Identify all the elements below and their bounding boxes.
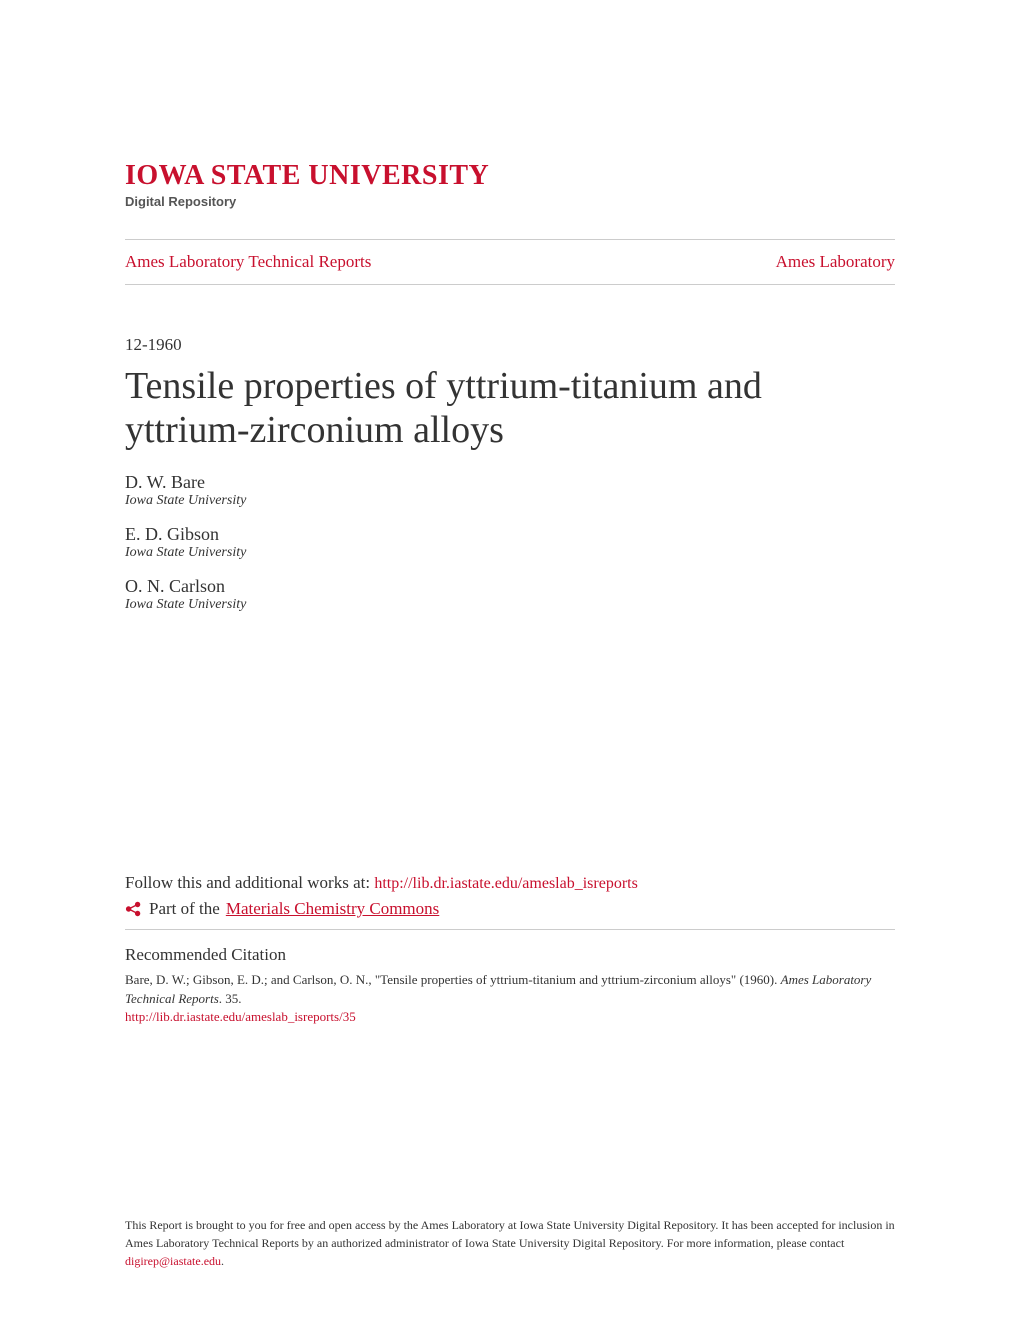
- network-icon: [125, 900, 143, 918]
- follow-section: Follow this and additional works at: htt…: [125, 873, 895, 930]
- part-prefix: Part of the: [149, 899, 220, 919]
- author-affiliation: Iowa State University: [125, 493, 895, 509]
- author-name: D. W. Bare: [125, 472, 895, 493]
- citation-number: . 35.: [219, 991, 242, 1006]
- author-block: D. W. Bare Iowa State University: [125, 472, 895, 509]
- contact-email-link[interactable]: digirep@iastate.edu: [125, 1254, 221, 1268]
- repository-subtitle: Digital Repository: [125, 194, 895, 209]
- citation-text: Bare, D. W.; Gibson, E. D.; and Carlson,…: [125, 971, 895, 1007]
- paper-title: Tensile properties of yttrium-titanium a…: [125, 365, 895, 452]
- author-block: O. N. Carlson Iowa State University: [125, 576, 895, 613]
- citation-body: Bare, D. W.; Gibson, E. D.; and Carlson,…: [125, 972, 781, 987]
- university-name: IOWA STATE UNIVERSITY: [125, 160, 895, 192]
- author-name: E. D. Gibson: [125, 524, 895, 545]
- citation-url-link[interactable]: http://lib.dr.iastate.edu/ameslab_isrepo…: [125, 1009, 356, 1024]
- author-name: O. N. Carlson: [125, 576, 895, 597]
- follow-prefix: Follow this and additional works at:: [125, 873, 374, 892]
- parent-collection-link[interactable]: Ames Laboratory: [776, 252, 895, 272]
- collection-link[interactable]: Ames Laboratory Technical Reports: [125, 252, 371, 272]
- publication-date: 12-1960: [125, 335, 895, 355]
- citation-heading: Recommended Citation: [125, 945, 895, 965]
- repository-url-link[interactable]: http://lib.dr.iastate.edu/ameslab_isrepo…: [374, 875, 638, 892]
- breadcrumb-nav: Ames Laboratory Technical Reports Ames L…: [125, 239, 895, 285]
- commons-line: Part of the Materials Chemistry Commons: [125, 899, 895, 919]
- citation-section: Recommended Citation Bare, D. W.; Gibson…: [125, 945, 895, 1025]
- footer-text: This Report is brought to you for free a…: [125, 1216, 895, 1270]
- author-affiliation: Iowa State University: [125, 597, 895, 613]
- author-block: E. D. Gibson Iowa State University: [125, 524, 895, 561]
- institution-logo-block: IOWA STATE UNIVERSITY Digital Repository: [125, 160, 895, 209]
- footer-body: This Report is brought to you for free a…: [125, 1218, 895, 1250]
- footer-suffix: .: [221, 1254, 224, 1268]
- author-affiliation: Iowa State University: [125, 545, 895, 561]
- commons-link[interactable]: Materials Chemistry Commons: [226, 899, 439, 919]
